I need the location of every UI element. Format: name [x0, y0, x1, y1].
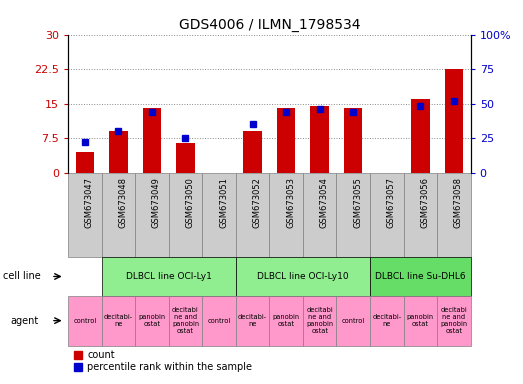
- Text: control: control: [208, 318, 231, 324]
- Text: GSM673047: GSM673047: [85, 177, 94, 228]
- Bar: [176, 143, 195, 173]
- Text: cell line: cell line: [4, 271, 41, 281]
- Bar: [236, 173, 269, 257]
- Text: decitabi-
ne: decitabi- ne: [238, 314, 267, 327]
- Text: GSM673054: GSM673054: [320, 177, 328, 228]
- Bar: [370, 296, 404, 346]
- Legend: count, percentile rank within the sample: count, percentile rank within the sample: [73, 351, 253, 372]
- Bar: [370, 173, 404, 257]
- Bar: [202, 173, 236, 257]
- Bar: [243, 131, 262, 173]
- Bar: [404, 296, 437, 346]
- Bar: [236, 257, 370, 296]
- Text: agent: agent: [10, 316, 39, 326]
- Text: GSM673049: GSM673049: [152, 177, 161, 228]
- Bar: [143, 108, 161, 173]
- Text: GSM673052: GSM673052: [253, 177, 262, 228]
- Text: GSM673055: GSM673055: [353, 177, 362, 228]
- Text: control: control: [73, 318, 96, 324]
- Bar: [101, 296, 135, 346]
- Text: GSM673057: GSM673057: [387, 177, 396, 228]
- Bar: [437, 173, 471, 257]
- Bar: [277, 108, 295, 173]
- Bar: [336, 173, 370, 257]
- Title: GDS4006 / ILMN_1798534: GDS4006 / ILMN_1798534: [178, 18, 360, 32]
- Bar: [370, 257, 471, 296]
- Bar: [202, 296, 236, 346]
- Text: control: control: [342, 318, 365, 324]
- Text: GSM673058: GSM673058: [454, 177, 463, 228]
- Text: panobin
ostat: panobin ostat: [407, 314, 434, 327]
- Bar: [236, 296, 269, 346]
- Bar: [135, 296, 168, 346]
- Bar: [303, 296, 336, 346]
- Text: DLBCL line Su-DHL6: DLBCL line Su-DHL6: [375, 272, 465, 281]
- Bar: [68, 296, 101, 346]
- Bar: [75, 152, 94, 173]
- Bar: [311, 106, 329, 173]
- Bar: [101, 257, 236, 296]
- Text: GSM673050: GSM673050: [186, 177, 195, 228]
- Text: decitabi-
ne: decitabi- ne: [372, 314, 401, 327]
- Text: GSM673048: GSM673048: [118, 177, 127, 228]
- Bar: [68, 173, 101, 257]
- Bar: [445, 69, 463, 173]
- Bar: [269, 296, 303, 346]
- Bar: [344, 108, 362, 173]
- Bar: [168, 296, 202, 346]
- Text: DLBCL line OCI-Ly1: DLBCL line OCI-Ly1: [126, 272, 212, 281]
- Text: decitabi
ne and
panobin
ostat: decitabi ne and panobin ostat: [306, 307, 333, 334]
- Text: panobin
ostat: panobin ostat: [272, 314, 300, 327]
- Text: decitabi
ne and
panobin
ostat: decitabi ne and panobin ostat: [440, 307, 468, 334]
- Bar: [101, 173, 135, 257]
- Bar: [336, 296, 370, 346]
- Text: GSM673051: GSM673051: [219, 177, 228, 228]
- Text: decitabi
ne and
panobin
ostat: decitabi ne and panobin ostat: [172, 307, 199, 334]
- Text: panobin
ostat: panobin ostat: [138, 314, 165, 327]
- Bar: [404, 173, 437, 257]
- Bar: [437, 296, 471, 346]
- Bar: [135, 173, 168, 257]
- Bar: [411, 99, 429, 173]
- Text: GSM673053: GSM673053: [286, 177, 295, 228]
- Bar: [168, 173, 202, 257]
- Text: decitabi-
ne: decitabi- ne: [104, 314, 133, 327]
- Text: DLBCL line OCI-Ly10: DLBCL line OCI-Ly10: [257, 272, 349, 281]
- Bar: [269, 173, 303, 257]
- Bar: [109, 131, 128, 173]
- Bar: [303, 173, 336, 257]
- Text: GSM673056: GSM673056: [420, 177, 429, 228]
